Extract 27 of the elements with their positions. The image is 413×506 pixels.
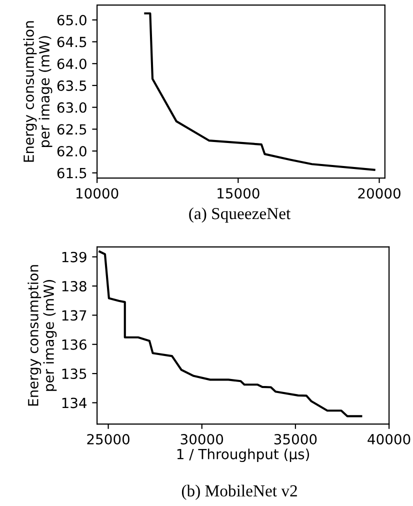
y-tick-label: 63.0 bbox=[57, 102, 86, 113]
x-axis-title: 1 / Throughput (µs) bbox=[177, 448, 310, 462]
y-tick-label: 136 bbox=[62, 339, 86, 350]
y-tick-label: 65.0 bbox=[57, 14, 86, 26]
y-tick-label: 139 bbox=[62, 252, 86, 262]
y-tick-label: 137 bbox=[62, 310, 86, 321]
x-tick-label: 35000 bbox=[274, 434, 317, 444]
y-axis-title: Energy consumption per image (mW) bbox=[23, 21, 52, 162]
x-tick-label: 40000 bbox=[368, 434, 410, 444]
x-tick-label: 25000 bbox=[87, 434, 130, 444]
y-tick-label: 134 bbox=[62, 398, 87, 408]
y-tick-label: 64.0 bbox=[57, 58, 86, 70]
y-tick-label: 135 bbox=[62, 368, 86, 380]
y-tick-label: 64.5 bbox=[57, 36, 86, 48]
text: (a) SqueezeNet bbox=[189, 207, 291, 223]
y-tick-label: 61.5 bbox=[57, 168, 86, 178]
x-tick-label: 15000 bbox=[218, 188, 260, 199]
line-series bbox=[144, 12, 376, 171]
x-tick-label: 20000 bbox=[358, 188, 400, 199]
y-axis-title: Energy consumption per image (mW) bbox=[28, 265, 57, 406]
text: (b) MobileNet v2 bbox=[182, 484, 297, 500]
x-tick-label: 10000 bbox=[76, 188, 118, 199]
y-tick-label: 62.5 bbox=[57, 124, 86, 135]
y-tick-label: 138 bbox=[62, 280, 86, 292]
x-tick-label: 30000 bbox=[180, 434, 224, 444]
y-tick-label: 63.5 bbox=[57, 80, 86, 91]
y-tick-label: 62.0 bbox=[57, 146, 86, 156]
